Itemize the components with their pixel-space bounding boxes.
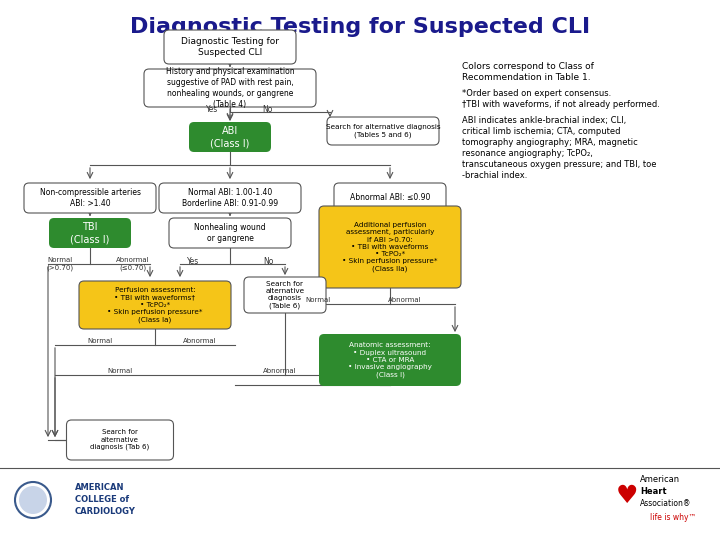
Text: Normal: Normal [87,338,112,344]
Text: No: No [263,256,273,266]
Text: Normal: Normal [48,257,73,263]
Text: (≤0.70): (≤0.70) [120,265,147,271]
Text: Abnormal: Abnormal [264,368,297,374]
FancyBboxPatch shape [244,277,326,313]
Text: life is why™: life is why™ [650,514,696,523]
Text: ABI
(Class I): ABI (Class I) [210,126,250,148]
Text: Search for
alternative
diagnosis (Tab 6): Search for alternative diagnosis (Tab 6) [91,429,150,450]
Text: resonance angiography; TcPO₂,: resonance angiography; TcPO₂, [462,149,593,158]
Text: †TBI with waveforms, if not already performed.: †TBI with waveforms, if not already perf… [462,100,660,109]
Text: Heart: Heart [640,488,667,496]
FancyBboxPatch shape [164,30,296,64]
Text: Abnormal ABI: ≤0.90: Abnormal ABI: ≤0.90 [350,193,430,202]
Text: ABI indicates ankle-brachial index; CLI,: ABI indicates ankle-brachial index; CLI, [462,116,626,125]
FancyBboxPatch shape [66,420,174,460]
Text: Yes: Yes [187,256,199,266]
Text: TBI
(Class I): TBI (Class I) [71,222,109,244]
Text: critical limb ischemia; CTA, computed: critical limb ischemia; CTA, computed [462,127,621,136]
FancyBboxPatch shape [49,218,131,248]
Text: Diagnostic Testing for Suspected CLI: Diagnostic Testing for Suspected CLI [130,17,590,37]
Text: *Order based on expert consensus.: *Order based on expert consensus. [462,89,611,98]
Text: Nonhealing wound
or gangrene: Nonhealing wound or gangrene [194,223,266,243]
FancyBboxPatch shape [144,69,316,107]
Text: (>0.70): (>0.70) [46,265,73,271]
Text: Normal ABI: 1.00-1.40
Borderline ABI: 0.91-0.99: Normal ABI: 1.00-1.40 Borderline ABI: 0.… [182,188,278,208]
Text: ♥: ♥ [616,484,638,508]
FancyBboxPatch shape [159,183,301,213]
Text: -brachial index.: -brachial index. [462,171,527,180]
FancyBboxPatch shape [79,281,231,329]
Text: transcutaneous oxygen pressure; and TBI, toe: transcutaneous oxygen pressure; and TBI,… [462,160,657,169]
Text: Additional perfusion
assessment, particularly
if ABI >0.70:
• TBI with waveforms: Additional perfusion assessment, particu… [342,222,438,272]
Text: AMERICAN: AMERICAN [75,483,125,492]
Text: American: American [640,476,680,484]
Text: Diagnostic Testing for
Suspected CLI: Diagnostic Testing for Suspected CLI [181,37,279,57]
Text: CARDIOLOGY: CARDIOLOGY [75,508,136,516]
FancyBboxPatch shape [319,206,461,288]
Text: Normal: Normal [107,368,132,374]
Text: Non-compressible arteries
ABI: >1.40: Non-compressible arteries ABI: >1.40 [40,188,140,208]
Text: Colors correspond to Class of: Colors correspond to Class of [462,62,594,71]
FancyBboxPatch shape [327,117,439,145]
FancyBboxPatch shape [24,183,156,213]
Text: Search for
alternative
diagnosis
(Table 6): Search for alternative diagnosis (Table … [266,281,305,309]
Text: Yes: Yes [206,105,218,114]
Text: Perfusion assessment:
• TBI with waveforms†
• TcPO₂*
• Skin perfusion pressure*
: Perfusion assessment: • TBI with wavefor… [107,287,203,323]
FancyBboxPatch shape [334,183,446,213]
Text: Abnormal: Abnormal [116,257,150,263]
Text: History and physical examination
suggestive of PAD with rest pain,
nonhealing wo: History and physical examination suggest… [166,68,294,109]
Text: Abnormal: Abnormal [388,297,422,303]
Text: tomography angiography; MRA, magnetic: tomography angiography; MRA, magnetic [462,138,638,147]
Circle shape [19,486,47,514]
Text: No: No [262,105,272,114]
FancyBboxPatch shape [169,218,291,248]
FancyBboxPatch shape [319,334,461,386]
FancyBboxPatch shape [189,122,271,152]
Text: COLLEGE of: COLLEGE of [75,496,129,504]
Text: Anatomic assessment:
• Duplex ultrasound
• CTA or MRA
• Invasive angiography
(Cl: Anatomic assessment: • Duplex ultrasound… [348,342,432,378]
Text: Association®: Association® [640,500,691,509]
Text: Normal: Normal [305,297,330,303]
Text: Search for alternative diagnosis
(Tables 5 and 6): Search for alternative diagnosis (Tables… [325,124,441,138]
Text: Abnormal: Abnormal [183,338,217,344]
Text: Recommendation in Table 1.: Recommendation in Table 1. [462,73,590,82]
